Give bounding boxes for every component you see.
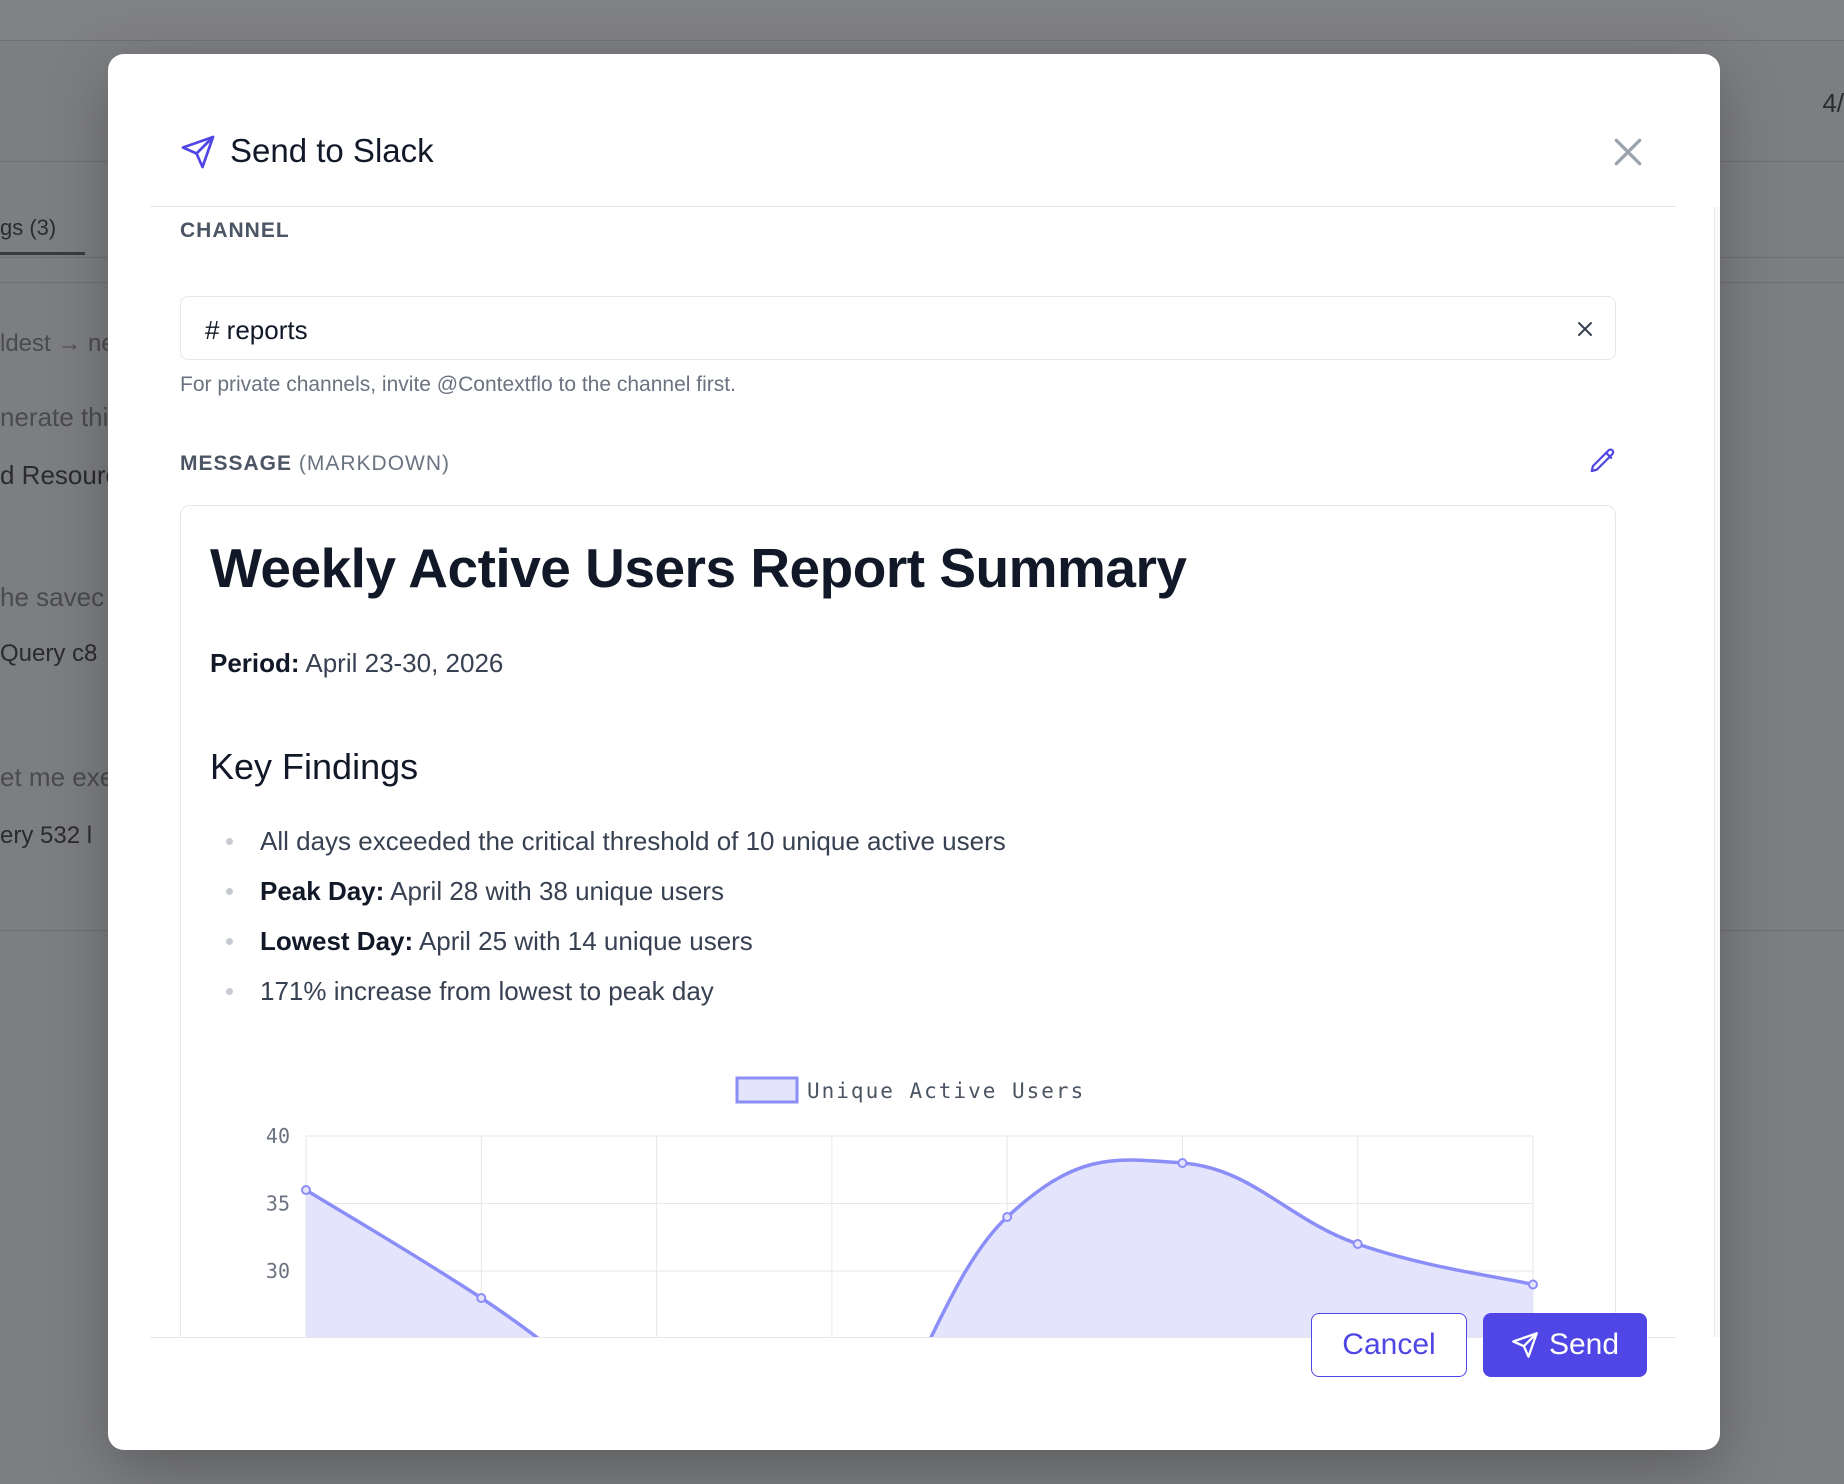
bg-tab-label: gs (3) bbox=[0, 215, 57, 240]
send-icon bbox=[181, 135, 215, 169]
message-label: MESSAGE (MARKDOWN) bbox=[180, 452, 450, 476]
section-title: Key Findings bbox=[210, 746, 419, 787]
bg-topbar bbox=[0, 0, 1844, 41]
data-point bbox=[1528, 1279, 1538, 1290]
bg-row: Query c8 bbox=[0, 640, 98, 667]
report-heading: Weekly Active Users Report Summary bbox=[210, 537, 1187, 599]
send-to-slack-dialog: Send to Slack CHANNEL # reports For priv… bbox=[108, 54, 1720, 1450]
finding-bold: Peak Day: bbox=[260, 876, 385, 906]
data-point bbox=[1002, 1212, 1013, 1222]
report-period: Period: April 23-30, 2026 bbox=[210, 648, 503, 679]
bg-row: d Resourc bbox=[0, 460, 119, 490]
dialog-scroll-area[interactable]: CHANNEL # reports For private channels, … bbox=[150, 207, 1676, 1337]
send-button-label: Send bbox=[1548, 1328, 1620, 1361]
bg-row: nerate thi bbox=[0, 402, 109, 432]
users-line-chart: 40 35 30 Unique Active Users bbox=[266, 1076, 1538, 1337]
finding-text: April 25 with 14 unique users bbox=[413, 926, 753, 956]
list-item: All days exceeded the critical threshold… bbox=[210, 816, 1006, 866]
header-divider bbox=[150, 206, 1676, 207]
bg-row: et me exe bbox=[0, 762, 115, 792]
finding-text: 171% increase from lowest to peak day bbox=[260, 976, 714, 1006]
channel-hint: For private channels, invite @Contextflo… bbox=[180, 373, 736, 396]
list-item: 171% increase from lowest to peak day bbox=[210, 966, 1006, 1016]
finding-text: April 28 with 38 unique users bbox=[384, 876, 724, 906]
series-area bbox=[306, 1160, 1533, 1337]
close-icon[interactable] bbox=[1608, 132, 1648, 172]
cancel-button[interactable]: Cancel bbox=[1311, 1313, 1467, 1377]
clear-icon[interactable] bbox=[1573, 317, 1597, 341]
period-value: April 23-30, 2026 bbox=[299, 648, 504, 678]
channel-value[interactable]: # reports bbox=[205, 315, 308, 345]
footer-divider bbox=[150, 1337, 1676, 1338]
y-tick-label: 40 bbox=[266, 1124, 290, 1148]
legend-label: Unique Active Users bbox=[807, 1079, 1085, 1103]
y-tick-label: 30 bbox=[266, 1259, 290, 1283]
send-icon bbox=[1512, 1332, 1538, 1358]
pencil-icon[interactable] bbox=[1588, 446, 1618, 476]
period-label: Period: bbox=[210, 648, 300, 678]
bg-row: ldest → ne bbox=[0, 330, 115, 357]
channel-label: CHANNEL bbox=[180, 219, 290, 242]
channel-input[interactable]: # reports bbox=[180, 296, 1616, 360]
send-button[interactable]: Send bbox=[1483, 1313, 1647, 1377]
data-point bbox=[476, 1293, 487, 1303]
finding-bold: Lowest Day: bbox=[260, 926, 414, 956]
findings-list: All days exceeded the critical threshold… bbox=[210, 816, 1006, 1016]
legend-swatch bbox=[735, 1076, 799, 1104]
finding-text: All days exceeded the critical threshold… bbox=[260, 826, 1006, 856]
bg-row: ery 532 l bbox=[0, 822, 93, 849]
dialog-title: Send to Slack bbox=[230, 132, 434, 169]
list-item: Lowest Day: April 25 with 14 unique user… bbox=[210, 916, 1006, 966]
y-tick-label: 35 bbox=[266, 1192, 290, 1216]
message-label-text: MESSAGE bbox=[180, 452, 293, 475]
message-preview[interactable]: Weekly Active Users Report Summary Perio… bbox=[180, 505, 1616, 1337]
data-point bbox=[1177, 1158, 1188, 1168]
series-line bbox=[305, 1158, 1534, 1337]
data-point bbox=[301, 1185, 311, 1195]
data-point bbox=[1352, 1239, 1363, 1249]
bg-tab-underline bbox=[0, 252, 85, 255]
list-item: Peak Day: April 28 with 38 unique users bbox=[210, 866, 1006, 916]
bg-page-indicator: 4/ bbox=[1822, 88, 1844, 118]
dialog-header: Send to Slack bbox=[108, 54, 1720, 206]
bg-row: he savec bbox=[0, 582, 105, 612]
scrollbar-track[interactable] bbox=[1714, 207, 1720, 1337]
message-label-sub: (MARKDOWN) bbox=[298, 452, 451, 475]
